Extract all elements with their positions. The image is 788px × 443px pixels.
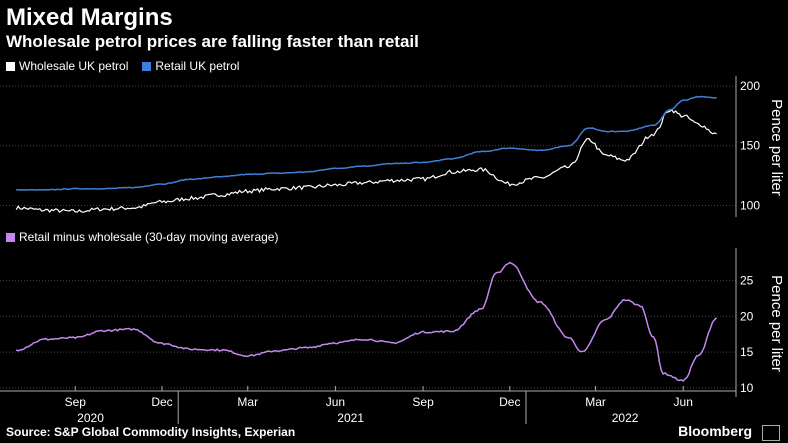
series-line-wholesale-uk-petrol [15, 108, 717, 214]
xtick-label-dec-5: Dec [499, 395, 520, 409]
xtick-label-mar-6: Mar [585, 395, 606, 409]
ytick-margin-20: 20 [740, 309, 754, 323]
xtick-label-sep-0: Sep [65, 395, 87, 409]
ylabel-margin: Pence per liter [768, 275, 785, 372]
source-note: Source: S&P Global Commodity Insights, E… [6, 425, 296, 439]
chart-subtitle: Wholesale petrol prices are falling fast… [6, 32, 419, 51]
legend-swatch-wholesale [6, 61, 15, 71]
legend-item-margin: Retail minus wholesale (30-day moving av… [6, 230, 278, 244]
xtick-label-dec-1: Dec [151, 395, 172, 409]
year-label-2022: 2022 [612, 411, 639, 425]
ytick-margin-25: 25 [740, 274, 754, 288]
chart-title: Mixed Margins [6, 4, 173, 31]
legend-label-wholesale: Wholesale UK petrol [19, 59, 129, 73]
ytick-price-100: 100 [740, 198, 760, 212]
xtick-label-sep-4: Sep [412, 395, 434, 409]
series-line-retail-uk-petrol [16, 95, 717, 191]
xtick-label-mar-2: Mar [237, 395, 258, 409]
series-line-retail-minus-wholesale-30-day-moving-average [15, 261, 718, 382]
ytick-margin-10: 10 [740, 381, 754, 395]
xtick-label-jun-3: Jun [326, 395, 345, 409]
legend-label-retail: Retail UK petrol [155, 59, 240, 73]
ytick-price-150: 150 [740, 139, 760, 153]
legend-swatch-retail [142, 61, 152, 71]
ytick-price-200: 200 [740, 79, 760, 93]
bottom-legend: Retail minus wholesale (30-day moving av… [6, 230, 278, 244]
year-label-2021: 2021 [337, 411, 364, 425]
legend-swatch-margin [6, 232, 15, 242]
ylabel-price: Pence per liter [768, 99, 785, 196]
ytick-margin-15: 15 [740, 345, 754, 359]
bloomberg-badge-icon [762, 425, 780, 441]
top-legend: Wholesale UK petrol Retail UK petrol [6, 59, 239, 73]
year-label-2020: 2020 [77, 411, 104, 425]
legend-item-wholesale: Wholesale UK petrol [6, 59, 128, 73]
xtick-label-jun-7: Jun [674, 395, 693, 409]
legend-label-margin: Retail minus wholesale (30-day moving av… [19, 230, 279, 244]
legend-item-retail: Retail UK petrol [142, 59, 239, 73]
bloomberg-logo: Bloomberg [678, 423, 752, 439]
